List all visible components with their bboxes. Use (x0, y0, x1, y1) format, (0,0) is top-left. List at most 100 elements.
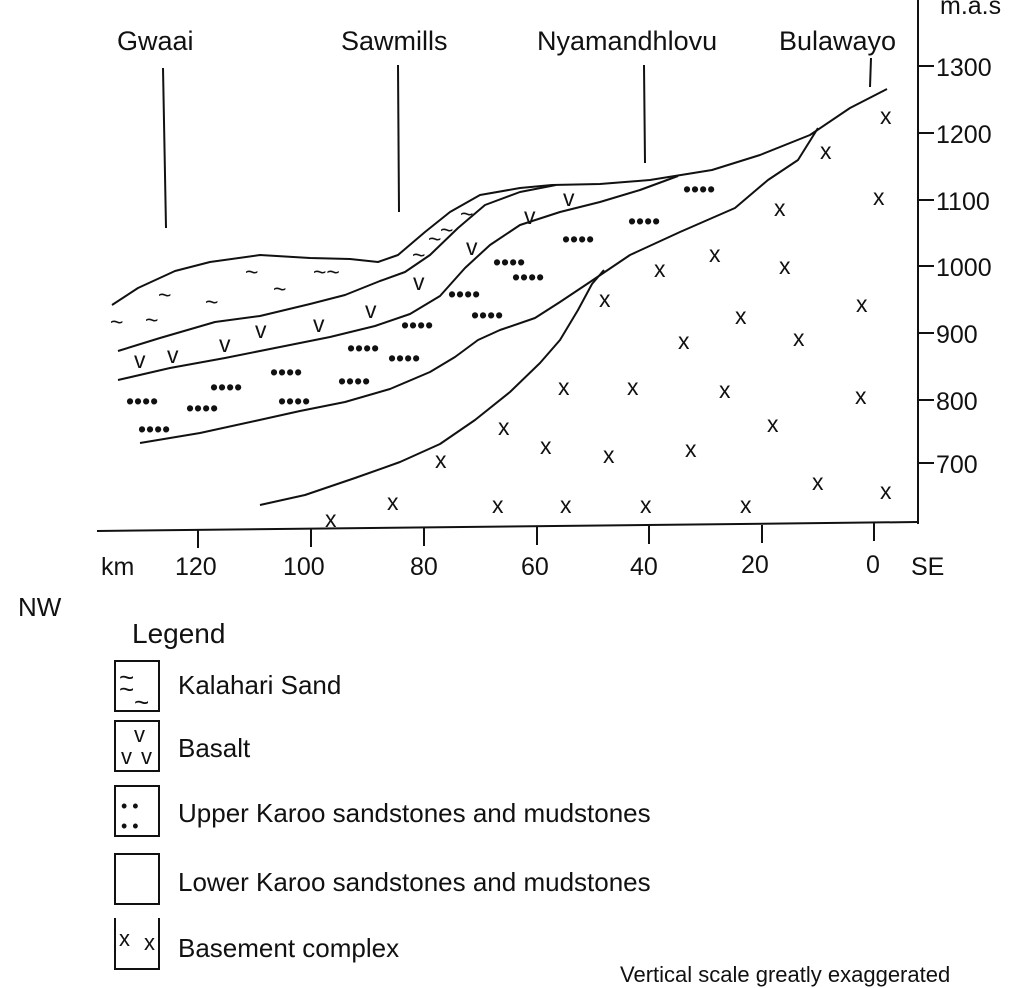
legend-swatch-basement-complex: x x (114, 918, 160, 970)
svg-text:v: v (219, 331, 231, 357)
svg-text:••••: •••• (562, 226, 594, 252)
svg-text:x: x (640, 492, 652, 518)
distance-tick-label: 80 (410, 553, 438, 581)
svg-text:v: v (563, 185, 575, 211)
legend-swatch-basalt: v v v (114, 720, 160, 772)
distance-unit-label: km (101, 553, 134, 581)
svg-text:x: x (387, 489, 399, 515)
legend-label-upper-karoo: Upper Karoo sandstones and mudstones (178, 798, 651, 828)
place-label-sawmills: Sawmills (341, 26, 448, 56)
svg-text:••••: •••• (210, 374, 242, 400)
elevation-ticks (918, 65, 934, 464)
legend-swatch-upper-karoo: • • • • (114, 785, 160, 837)
svg-text:x: x (820, 138, 832, 164)
svg-text:v: v (524, 203, 536, 229)
elevation-tick-label: 1100 (936, 188, 990, 216)
layer-boundaries (111, 88, 888, 506)
svg-text:x: x (740, 492, 752, 518)
kalahari-sand-symbols: ~ ~~ ~~~ ~~~~ ~~ (110, 201, 473, 335)
svg-text:x: x (873, 184, 885, 210)
svg-text:x: x (812, 469, 824, 495)
svg-text:x: x (709, 241, 721, 267)
svg-text:x: x (560, 492, 572, 518)
distance-ticks (197, 523, 875, 548)
distance-tick-label: 40 (630, 553, 658, 581)
svg-text:x: x (685, 436, 697, 462)
svg-text:••••: •••• (347, 335, 379, 361)
svg-text:~: ~ (440, 217, 453, 243)
svg-text:••••: •••• (270, 359, 302, 385)
svg-text:x: x (767, 411, 779, 437)
svg-text:••••: •••• (493, 249, 525, 275)
svg-text:••••: •••• (338, 368, 370, 394)
svg-text:~: ~ (460, 201, 473, 227)
legend-swatch-lower-karoo (114, 853, 160, 905)
svg-text:x: x (855, 383, 867, 409)
svg-text:x: x (325, 506, 337, 532)
svg-text:~: ~ (110, 309, 123, 335)
legend-label-kalahari-sand: Kalahari Sand (178, 670, 342, 700)
svg-text:x: x (654, 256, 666, 282)
svg-text:v: v (466, 234, 478, 260)
svg-text:x: x (719, 377, 731, 403)
distance-tick-label: 100 (283, 553, 325, 581)
svg-text:••••: •••• (126, 388, 158, 414)
svg-text:~: ~ (273, 276, 286, 302)
svg-text:v: v (413, 269, 425, 295)
lower-karoo-base-line (259, 269, 605, 506)
svg-text:x: x (627, 374, 639, 400)
svg-text:••••: •••• (186, 395, 218, 421)
svg-text:~: ~ (428, 226, 441, 252)
svg-text:x: x (880, 478, 892, 504)
elevation-tick-label: 800 (936, 388, 978, 416)
elevation-unit-label: m.a.s (940, 0, 1001, 20)
place-label-gwaai: Gwaai (117, 26, 194, 56)
elevation-tick-label: 1300 (936, 54, 992, 82)
place-label-bulawayo: Bulawayo (779, 26, 896, 56)
elevation-tick-label: 1000 (936, 254, 992, 282)
svg-text:~: ~ (145, 307, 158, 333)
distance-tick-label: 20 (741, 551, 769, 579)
svg-text:••••: •••• (448, 281, 480, 307)
basalt-base-line (117, 175, 679, 381)
svg-text:x: x (558, 374, 570, 400)
svg-text:••••: •••• (401, 312, 433, 338)
legend-swatch-kalahari-sand: ~ ~ ~ (114, 660, 160, 715)
elevation-tick-label: 700 (936, 451, 978, 479)
upper-karoo-dots: •••••••••••• •••••••••••• •••••••• •••• •… (126, 176, 715, 442)
distance-tick-label: 0 (866, 551, 880, 579)
svg-text:x: x (774, 195, 786, 221)
svg-text:x: x (603, 442, 615, 468)
svg-text:x: x (856, 291, 868, 317)
svg-text:~~: ~~ (313, 259, 340, 285)
legend-label-lower-karoo: Lower Karoo sandstones and mudstones (178, 867, 651, 897)
distance-tick-label: 60 (521, 553, 549, 581)
svg-text:x: x (435, 447, 447, 473)
legend-title: Legend (132, 618, 226, 649)
svg-text:••••: •••• (628, 208, 660, 234)
distance-axis-line (96, 521, 919, 532)
svg-text:~: ~ (205, 289, 218, 315)
svg-text:v: v (365, 297, 377, 323)
elevation-tick-label: 900 (936, 321, 978, 349)
ground-surface-line (111, 88, 888, 306)
svg-text:••••: •••• (512, 264, 544, 290)
svg-text:v: v (167, 342, 179, 368)
svg-text:~: ~ (245, 259, 258, 285)
place-label-nyamandhlovu: Nyamandhlovu (537, 26, 717, 56)
svg-text:x: x (492, 492, 504, 518)
svg-text:x: x (880, 103, 892, 129)
svg-text:••••: •••• (138, 416, 170, 442)
svg-text:x: x (599, 286, 611, 312)
svg-text:v: v (255, 317, 267, 343)
kalahari-base-line (117, 184, 557, 352)
place-leader-lines (162, 57, 872, 229)
distance-tick-label: 120 (175, 553, 217, 581)
svg-text:v: v (313, 311, 325, 337)
svg-text:••••: •••• (388, 345, 420, 371)
svg-text:••••: •••• (683, 176, 715, 202)
svg-text:x: x (540, 433, 552, 459)
